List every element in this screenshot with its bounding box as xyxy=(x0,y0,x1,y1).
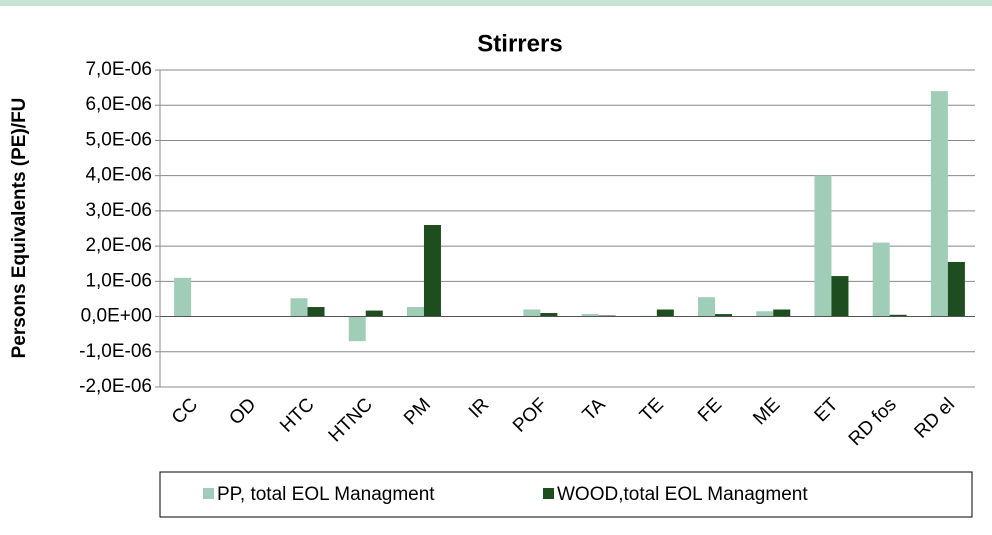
bar xyxy=(831,276,849,317)
bar xyxy=(814,175,832,317)
y-axis-label: Persons Equivalents (PE)/FU xyxy=(9,98,30,359)
x-tick-label: CC xyxy=(168,394,202,428)
bar xyxy=(698,297,716,317)
y-tick-label: -1,0E-06 xyxy=(79,341,152,362)
y-tick-label: 5,0E-06 xyxy=(85,129,152,150)
bar xyxy=(423,224,441,317)
bar xyxy=(773,309,791,317)
legend-label: PP, total EOL Managment xyxy=(217,484,435,505)
bar xyxy=(365,310,383,317)
bar xyxy=(540,313,558,317)
bar xyxy=(523,309,541,317)
x-tick-label: OD xyxy=(225,394,260,429)
y-tick-label: 4,0E-06 xyxy=(85,165,152,186)
x-tick-label: HTC xyxy=(276,394,318,436)
y-tick-label: -2,0E-06 xyxy=(79,376,152,397)
bar xyxy=(174,277,192,317)
x-tick-label: TE xyxy=(636,394,668,426)
bar xyxy=(307,307,325,317)
y-tick-label: 3,0E-06 xyxy=(85,200,152,221)
x-tick-label: POF xyxy=(509,394,551,436)
bar xyxy=(930,91,948,317)
bar xyxy=(656,309,674,317)
bar xyxy=(406,307,424,317)
y-tick-label: 7,0E-06 xyxy=(85,59,152,80)
x-tick-label: HTNC xyxy=(325,394,377,446)
x-tick-label: FE xyxy=(694,394,726,426)
x-tick-label: RD fos xyxy=(845,394,901,450)
bar xyxy=(348,316,366,342)
y-tick-label: 6,0E-06 xyxy=(85,94,152,115)
bar xyxy=(715,314,733,317)
y-tick-label: 2,0E-06 xyxy=(85,235,152,256)
bar xyxy=(290,298,308,317)
bar xyxy=(889,314,907,317)
legend-swatch xyxy=(543,488,554,499)
chart-title: Stirrers xyxy=(477,30,562,57)
x-tick-label: TA xyxy=(579,394,610,425)
x-tick-label: RD el xyxy=(911,394,959,442)
x-tick-label: IR xyxy=(465,394,493,422)
x-tick-label: ME xyxy=(749,394,784,429)
y-tick-label: 0,0E+00 xyxy=(81,306,152,327)
y-tick-label: 1,0E-06 xyxy=(85,270,152,291)
legend-label: WOOD,total EOL Managment xyxy=(557,484,808,505)
bar xyxy=(598,315,616,317)
bar xyxy=(756,311,774,317)
x-tick-label: ET xyxy=(811,394,843,426)
legend-swatch xyxy=(203,488,214,499)
x-tick-label: PM xyxy=(400,394,435,429)
top-band xyxy=(0,0,992,6)
bar xyxy=(947,261,965,317)
bar xyxy=(581,314,599,317)
legend-box xyxy=(159,471,973,518)
bar xyxy=(872,242,890,317)
